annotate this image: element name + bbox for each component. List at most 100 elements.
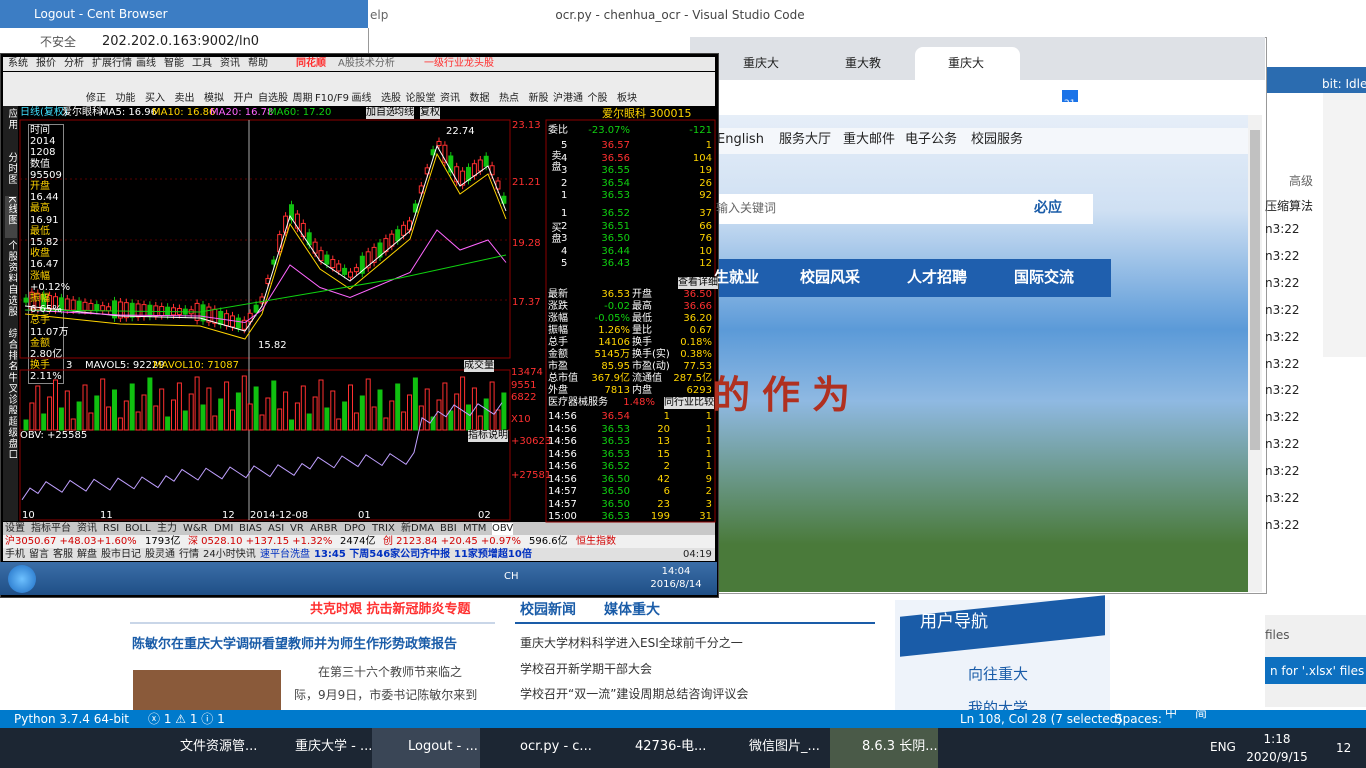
taskbar-item-highlight[interactable]	[830, 728, 938, 768]
toolbar-button[interactable]: 画线	[351, 93, 372, 104]
taskbar-item[interactable]: 微信图片_...	[749, 739, 820, 754]
chart-button[interactable]: 复权	[420, 107, 440, 119]
news-bar-item[interactable]: 解盘	[77, 549, 97, 560]
side-tab[interactable]: 综合排名	[6, 328, 17, 370]
indicator-tab[interactable]: BIAS	[239, 523, 262, 534]
compare-button[interactable]: 同行业比较	[664, 397, 714, 409]
indicator-tab[interactable]: TRIX	[372, 523, 395, 534]
indicator-tab[interactable]: ARBR	[310, 523, 338, 534]
indicator-tab[interactable]: 资讯	[77, 523, 97, 534]
indicator-tab[interactable]: 新DMA	[401, 523, 435, 534]
indicator-tab[interactable]: BBI	[440, 523, 457, 534]
tab-title[interactable]: 重庆大	[948, 56, 985, 70]
notification-button[interactable]: n for '.xlsx' files	[1270, 664, 1365, 678]
news-item[interactable]: 学校召开新学期干部大会	[520, 661, 653, 676]
top-link[interactable]: 校园服务	[971, 132, 1024, 147]
tab[interactable]: 媒体重大	[604, 602, 660, 618]
button[interactable]: 高级	[1289, 174, 1314, 188]
cent-addressbar[interactable]	[0, 28, 369, 55]
side-tab[interactable]: 自选股	[6, 284, 17, 317]
indicator-tab[interactable]: BOLL	[125, 523, 151, 534]
menu-item[interactable]: 工具	[192, 58, 212, 69]
indicator-tab[interactable]: ASI	[268, 523, 285, 534]
top-link[interactable]: English	[717, 132, 764, 147]
nav-link[interactable]: 我的大学	[968, 700, 1029, 710]
ime-mode[interactable]: 简	[1195, 706, 1208, 720]
notification-button[interactable]	[1265, 657, 1366, 684]
toolbar-button[interactable]: 功能	[115, 93, 136, 104]
ime-mode[interactable]: 中	[1165, 706, 1178, 720]
search-button[interactable]: 必应	[1034, 200, 1062, 216]
headline[interactable]: 陈敏尔在重庆大学调研看望教师并为师生作形势政策报告	[132, 637, 458, 652]
toolbar-button[interactable]: 周期	[292, 93, 313, 104]
chart-button[interactable]: 均线	[394, 107, 414, 119]
menu-item[interactable]: 画线	[136, 58, 156, 69]
toolbar-button[interactable]: 买入	[145, 93, 165, 104]
toolbar-button[interactable]: 数据	[469, 93, 490, 104]
toolbar-button[interactable]: 卖出	[174, 93, 195, 104]
nav-item[interactable]: 校园风采	[800, 268, 861, 286]
address-bar[interactable]: 202.202.0.163:9002/ln0	[102, 34, 260, 49]
toolbar-button[interactable]: 修正	[86, 93, 106, 104]
obv-button[interactable]: 指标说明	[468, 430, 508, 442]
news-bar-item[interactable]: 股市日记	[101, 549, 141, 560]
toolbar-button[interactable]: 论股堂	[405, 93, 436, 104]
taskbar-item[interactable]: 8.6.3 长阴...	[862, 739, 938, 754]
top-link[interactable]: 服务大厅	[779, 132, 832, 147]
indicator-tab[interactable]: RSI	[103, 523, 120, 534]
top-link[interactable]: 重大邮件	[843, 132, 896, 147]
news-bar-item[interactable]: 11家预增超10倍	[454, 549, 532, 560]
indicator-tab[interactable]: VR	[290, 523, 304, 534]
news-bar-item[interactable]: 速平台洗盘	[260, 549, 310, 560]
taskbar-item[interactable]: 42736-电...	[635, 739, 707, 754]
indicator-tab[interactable]: 设置	[5, 523, 25, 534]
taskbar-item[interactable]: 重庆大学 - ...	[295, 739, 373, 754]
input-language[interactable]: ENG	[1210, 740, 1236, 754]
status-item[interactable]: Ln 108, Col 28 (7 selected)	[960, 712, 1123, 726]
taskbar-item[interactable]: ocr.py - c...	[520, 739, 592, 754]
menu-item[interactable]: 分析	[64, 58, 84, 69]
toolbar-button[interactable]: 个股	[587, 93, 608, 104]
notification-count[interactable]: 12	[1336, 741, 1352, 755]
news-bar-item[interactable]: 04:19	[683, 549, 712, 560]
menu-item[interactable]: 报价	[36, 58, 56, 69]
toolbar-button[interactable]: 热点	[499, 93, 519, 104]
topic-link[interactable]: 共克时艰 抗击新冠肺炎专题	[310, 602, 471, 617]
active-tab[interactable]	[915, 47, 1020, 80]
indicator-tab[interactable]: OBV	[492, 523, 514, 535]
tab-title[interactable]: 重大教	[845, 56, 882, 70]
indicator-tab[interactable]: DMI	[214, 523, 234, 534]
toolbar-button[interactable]: 选股	[381, 93, 401, 104]
news-bar-item[interactable]: 客服	[53, 549, 73, 560]
toolbar-button[interactable]: 自选股	[258, 93, 288, 104]
nav-item[interactable]: 国际交流	[1014, 268, 1075, 286]
taskbar-item[interactable]: 文件资源管...	[180, 739, 258, 754]
nav-item[interactable]: 生就业	[714, 268, 760, 286]
toolbar-button[interactable]: 模拟	[204, 93, 224, 104]
side-tab[interactable]: 个股资料	[6, 240, 17, 282]
search-box[interactable]	[705, 194, 1093, 224]
indicator-tab[interactable]: 指标平台	[31, 523, 71, 534]
menu-item[interactable]: 资讯	[220, 58, 240, 69]
toolbar-button[interactable]: F10/F9	[315, 93, 349, 104]
news-item[interactable]: 重庆大学材料科学进入ESI全球前千分之一	[520, 636, 743, 650]
status-item[interactable]: ⓧ 1 ⚠ 1 ⓘ 1	[148, 712, 225, 726]
toolbar-button[interactable]: 新股	[528, 93, 549, 104]
nav-item[interactable]: 人才招聘	[907, 268, 968, 286]
indicator-tab[interactable]: 主力	[157, 523, 177, 534]
tab-title[interactable]: 重庆大	[743, 56, 780, 70]
detail-link[interactable]: 查看详细	[678, 277, 718, 289]
toolbar-button[interactable]: 沪港通	[553, 93, 583, 104]
news-item[interactable]: 学校召开“双一流”建设周期总结咨询评议会	[520, 687, 749, 701]
chart-button[interactable]: 加自选	[366, 107, 396, 119]
top-link[interactable]: 电子公务	[905, 132, 958, 147]
status-item[interactable]: Python 3.7.4 64-bit	[14, 712, 130, 726]
menu-item[interactable]: 系统	[8, 58, 28, 69]
side-tab[interactable]: 牛叉诊股	[6, 372, 17, 414]
news-bar-item[interactable]: 24小时快讯	[203, 549, 256, 560]
side-tab[interactable]: 应用	[6, 108, 17, 130]
taskbar-item[interactable]: Logout - ...	[408, 739, 478, 754]
indicator-tab[interactable]: MTM	[463, 523, 487, 534]
side-tab[interactable]: 分时图	[6, 152, 17, 185]
status-item[interactable]: Spaces:	[1115, 712, 1162, 726]
